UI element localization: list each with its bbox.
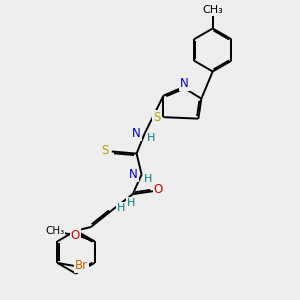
Text: N: N — [132, 127, 141, 140]
Text: O: O — [71, 229, 80, 242]
Text: N: N — [180, 77, 189, 90]
Text: S: S — [101, 143, 109, 157]
Text: O: O — [154, 183, 163, 196]
Text: CH₃: CH₃ — [202, 5, 223, 15]
Text: CH₃: CH₃ — [45, 226, 64, 236]
Text: H: H — [144, 174, 152, 184]
Text: H: H — [116, 203, 125, 213]
Text: H: H — [147, 133, 155, 143]
Text: S: S — [153, 111, 161, 124]
Text: H: H — [127, 198, 135, 208]
Text: Br: Br — [75, 260, 88, 272]
Text: N: N — [129, 168, 138, 181]
